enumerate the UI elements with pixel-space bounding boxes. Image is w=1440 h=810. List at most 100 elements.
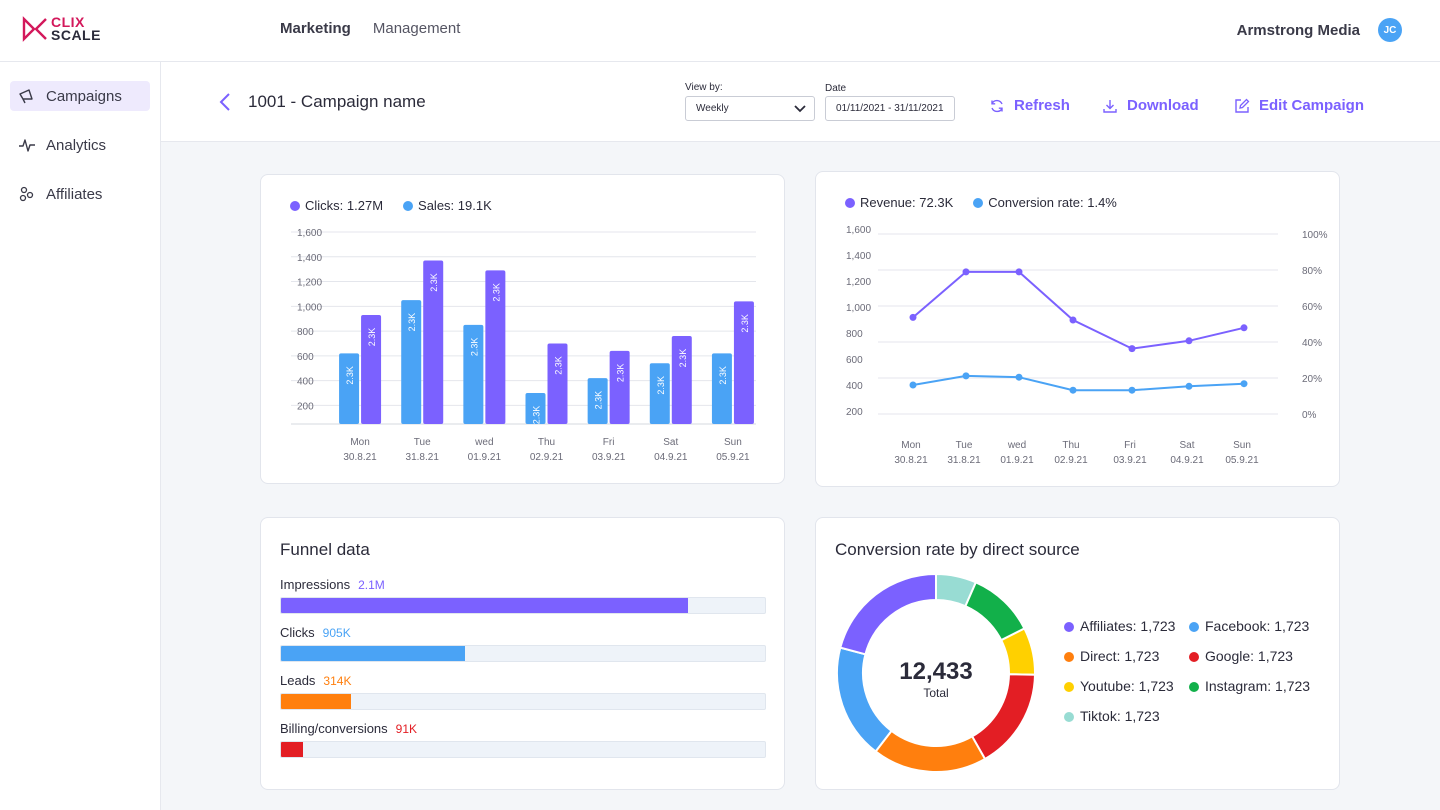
y-tick-label: 800: [846, 329, 863, 340]
bar-chart-legend: Clicks: 1.27M Sales: 19.1K: [290, 198, 492, 213]
line-point[interactable]: [1240, 380, 1248, 388]
x-tick-label: Fri: [1124, 440, 1136, 451]
line-chart: 1,600 1,400 1,200 1,000 800 600 400 200 100% 80% 6…: [846, 225, 1328, 466]
sidebar-item-affiliates[interactable]: Affiliates: [10, 179, 150, 209]
funnel-bar-track: [280, 597, 766, 614]
bar-clicks[interactable]: [547, 343, 568, 424]
donut-total-value: 12,433: [899, 658, 972, 685]
x-tick-label: Mon: [350, 437, 369, 448]
bar-data-label: 2.3K: [429, 273, 439, 292]
legend-label: Google: 1,723: [1205, 648, 1293, 664]
bar-sales[interactable]: [463, 324, 484, 424]
funnel-bar-track: [280, 693, 766, 710]
line-point[interactable]: [1015, 268, 1023, 276]
bar-sales[interactable]: [711, 353, 732, 424]
donut-slice[interactable]: [970, 673, 1037, 761]
funnel-bar-track: [280, 645, 766, 662]
line-point[interactable]: [1128, 386, 1136, 394]
bar-clicks[interactable]: [733, 301, 754, 424]
page-title: 1001 - Campaign name: [248, 92, 426, 111]
line-point[interactable]: [1069, 316, 1077, 324]
y-tick-label: 600: [846, 355, 863, 366]
date-range-field[interactable]: 01/11/2021 - 31/11/2021: [825, 96, 955, 121]
y-right-tick-label: 100%: [1302, 230, 1328, 241]
line-point[interactable]: [1240, 324, 1248, 332]
legend-conversion: Conversion rate: 1.4%: [973, 195, 1117, 210]
bar-data-label: 2.3K: [740, 314, 750, 333]
line-point[interactable]: [962, 268, 970, 276]
funnel-label: Leads 314K: [280, 673, 766, 688]
y-tick-label: 200: [846, 407, 863, 418]
chevron-down-icon: [794, 105, 806, 113]
line-point[interactable]: [1185, 337, 1193, 345]
bar-clicks[interactable]: [361, 314, 382, 424]
edit-campaign-button[interactable]: Edit Campaign: [1234, 97, 1364, 114]
nav-management[interactable]: Management: [372, 20, 461, 37]
view-by-label: View by:: [685, 82, 723, 93]
funnel-stage-value: 905K: [322, 626, 351, 640]
funnel-row: Impressions 2.1M: [280, 577, 766, 614]
line-point[interactable]: [1185, 382, 1193, 390]
donut-slice[interactable]: [836, 646, 893, 753]
line-point[interactable]: [1015, 373, 1023, 381]
bar-clicks[interactable]: [609, 350, 630, 424]
bar-sales[interactable]: [649, 363, 670, 424]
line-point[interactable]: [1069, 386, 1077, 394]
avatar[interactable]: JC: [1378, 18, 1402, 42]
sidebar-item-campaigns[interactable]: Campaigns: [10, 81, 150, 111]
x-tick-label: Fri: [603, 437, 615, 448]
x-tick-date: 05.9.21: [716, 452, 750, 463]
donut-slice[interactable]: [874, 729, 987, 773]
megaphone-icon: [19, 89, 33, 104]
account-name[interactable]: Armstrong Media: [1236, 21, 1360, 39]
line-revenue: [912, 270, 1245, 350]
y-tick-label: 400: [846, 381, 863, 392]
legend-label: Instagram: 1,723: [1205, 678, 1311, 694]
bar-clicks[interactable]: [423, 260, 444, 424]
edit-campaign-label: Edit Campaign: [1259, 97, 1365, 114]
sidebar-item-analytics[interactable]: Analytics: [10, 130, 150, 160]
donut-total-label: Total: [923, 686, 948, 700]
bar-clicks[interactable]: [485, 270, 506, 424]
x-tick-date: 04.9.21: [1170, 455, 1204, 466]
bar-data-label: 2.3K: [678, 349, 688, 368]
funnel-stage-name: Leads: [280, 673, 316, 688]
bar-clicks[interactable]: [671, 336, 692, 424]
donut-slice[interactable]: [964, 581, 1026, 642]
refresh-button[interactable]: Refresh: [989, 97, 1070, 114]
legend-dot: [1064, 622, 1074, 632]
legend-label: Direct: 1,723: [1080, 648, 1160, 664]
download-button[interactable]: Download: [1102, 97, 1199, 114]
bar-sales[interactable]: [525, 393, 546, 424]
refresh-icon: [991, 99, 1003, 112]
line-point[interactable]: [962, 372, 970, 380]
line-point[interactable]: [1128, 345, 1136, 353]
x-tick-date: 01.9.21: [468, 452, 502, 463]
bar-data-label: 2.3K: [532, 406, 542, 425]
y-tick-label: 1,600: [846, 225, 871, 236]
x-tick-date: 05.9.21: [1225, 455, 1259, 466]
x-tick-date: 03.9.21: [1113, 455, 1147, 466]
legend-revenue: Revenue: 72.3K: [845, 195, 953, 210]
bar-sales[interactable]: [587, 378, 608, 424]
view-by-select[interactable]: Weekly: [685, 96, 815, 121]
clixscale-logo[interactable]: CLIX SCALE: [22, 15, 101, 42]
donut-slice[interactable]: [839, 572, 937, 656]
bar-data-label: 2.3K: [407, 313, 417, 332]
back-chevron-icon[interactable]: [217, 92, 233, 112]
bar-data-label: 2.3K: [594, 391, 604, 410]
bar-sales[interactable]: [401, 300, 422, 424]
legend-clicks: Clicks: 1.27M: [290, 198, 383, 213]
y-tick-label: 1,200: [297, 278, 322, 289]
line-point[interactable]: [909, 381, 917, 389]
bar-chart: 1,600 1,400 1,200 1,000 800 600 400 200 2.3K 2.3K…: [291, 228, 756, 463]
nav-marketing[interactable]: Marketing: [280, 20, 351, 37]
sidebar-item-label: Analytics: [46, 136, 107, 154]
line-point[interactable]: [909, 313, 917, 321]
y-tick-label: 600: [297, 352, 314, 363]
line-chart-legend: Revenue: 72.3K Conversion rate: 1.4%: [845, 195, 1117, 210]
x-tick-date: 01.9.21: [1000, 455, 1034, 466]
bar-data-label: 2.3K: [554, 356, 564, 375]
bar-data-label: 2.3K: [491, 283, 501, 302]
bar-sales[interactable]: [339, 353, 360, 424]
